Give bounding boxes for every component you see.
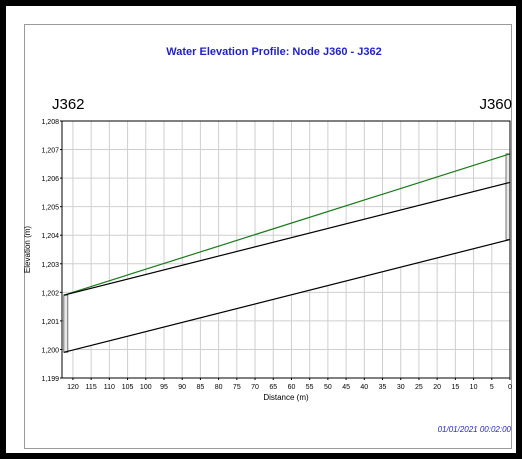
x-tick-label: 95 xyxy=(160,384,168,391)
x-tick-label: 120 xyxy=(67,384,79,391)
x-tick-label: 60 xyxy=(288,384,296,391)
x-tick-label: 10 xyxy=(470,384,478,391)
x-tick-label: 25 xyxy=(415,384,423,391)
node-label: J360 xyxy=(479,96,512,113)
chart-title: Water Elevation Profile: Node J360 - J36… xyxy=(166,46,381,58)
y-tick-label: 1,203 xyxy=(41,262,59,269)
x-tick-label: 35 xyxy=(379,384,387,391)
pipe-band xyxy=(63,182,510,353)
series-line xyxy=(63,153,511,296)
x-tick-label: 5 xyxy=(490,384,494,391)
x-tick-label: 30 xyxy=(397,384,405,391)
x-tick-label: 85 xyxy=(197,384,205,391)
x-tick-label: 105 xyxy=(122,384,134,391)
y-axis-label: Elevation (m) xyxy=(23,226,32,273)
series-line xyxy=(63,238,511,353)
y-tick-label: 1,205 xyxy=(41,205,59,212)
node-labels: J362 J360 xyxy=(52,96,512,113)
node-label: J362 xyxy=(52,96,85,113)
plot-area xyxy=(61,120,511,379)
node-bar xyxy=(63,294,69,353)
y-tick-label: 1,202 xyxy=(41,290,59,297)
x-tick-label: 75 xyxy=(233,384,241,391)
x-tick-label: 65 xyxy=(269,384,277,391)
x-tick-label: 15 xyxy=(451,384,459,391)
y-tick-label: 1,200 xyxy=(41,347,59,354)
x-tick-label: 50 xyxy=(324,384,332,391)
y-tick-label: 1,208 xyxy=(41,119,59,126)
x-tick-label: 70 xyxy=(251,384,259,391)
x-tick-label: 45 xyxy=(342,384,350,391)
x-tick-label: 100 xyxy=(140,384,152,391)
x-tick-labels: 120 115 110 105 100 95 90 85 80 75 70 65 60 55 50 45 40 3… xyxy=(67,378,512,391)
timestamp: 01/01/2021 00:02:00 xyxy=(438,425,512,434)
y-tick-label: 1,207 xyxy=(41,148,59,155)
x-tick-label: 40 xyxy=(360,384,368,391)
x-tick-label: 55 xyxy=(306,384,314,391)
node-bar xyxy=(505,153,511,240)
y-tick-label: 1,201 xyxy=(41,319,59,326)
x-tick-label: 0 xyxy=(508,384,512,391)
series-lines xyxy=(63,153,511,353)
x-tick-label: 20 xyxy=(433,384,441,391)
x-tick-label: 80 xyxy=(215,384,223,391)
series-line xyxy=(63,181,511,296)
x-axis-label: Distance (m) xyxy=(263,393,309,402)
y-tick-label: 1,206 xyxy=(41,176,59,183)
y-tick-labels: 1,199 1,200 1,201 1,202 1,203 1,204 1,205 1,206… xyxy=(41,119,62,383)
x-tick-label: 115 xyxy=(86,384,97,391)
x-tick-label: 110 xyxy=(104,384,115,391)
node-bars xyxy=(63,153,511,353)
y-tick-label: 1,199 xyxy=(41,376,59,383)
y-tick-label: 1,204 xyxy=(41,233,59,240)
x-tick-label: 90 xyxy=(178,384,186,391)
